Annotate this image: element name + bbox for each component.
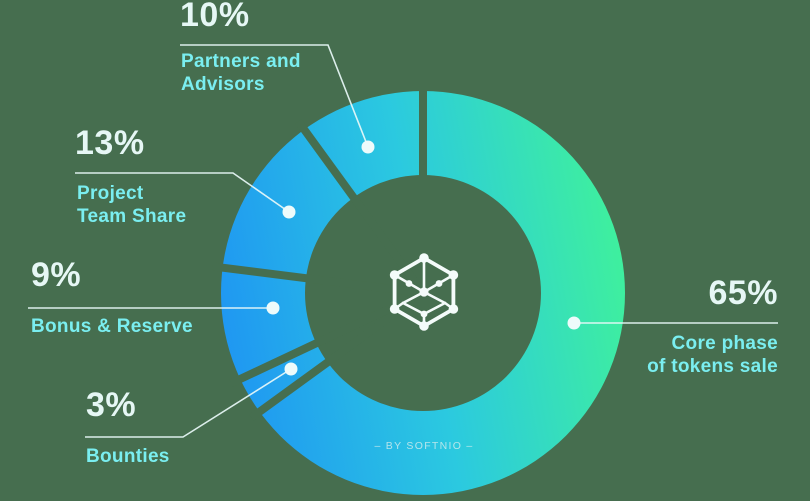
leader-line-bounties [85,368,292,438]
slice-marker-bonus [266,301,280,315]
donut-ring [221,91,625,495]
slice-label-core: Core phase of tokens sale [647,333,778,377]
slice-percent-partners: 10% [180,0,250,34]
slice-percent-team: 13% [75,124,145,162]
slice-percent-bounties: 3% [86,386,137,424]
slice-separator [212,262,424,297]
slice-label-bonus: Bonus & Reserve [31,316,193,337]
watermark-text: – BY SOFTNIO – [374,440,473,452]
slice-marker-bounties [284,362,298,376]
slice-marker-partners [361,140,375,154]
leader-line-team [75,172,290,213]
slice-marker-core [567,316,581,330]
slice-label-partners: Partners and Advisors [181,51,301,95]
hexagon-network-icon [389,253,459,331]
slice-percent-core: 65% [708,274,778,312]
slice-marker-team [282,205,296,219]
slice-percent-bonus: 9% [31,256,82,294]
leader-line-partners [180,44,369,148]
slice-separator [295,119,427,296]
slice-label-team: Project Team Share [77,183,187,227]
slice-label-bounties: Bounties [86,446,170,467]
